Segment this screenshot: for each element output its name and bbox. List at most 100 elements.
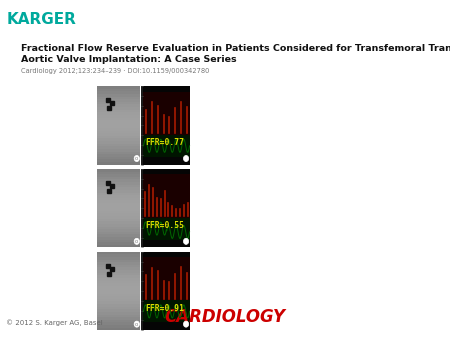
Bar [97,257,140,260]
Bar [97,107,140,110]
Bar [97,260,140,262]
Bar [97,229,140,232]
Bar [97,185,140,187]
Bar [97,99,140,102]
Bar [97,322,140,325]
Bar [97,174,140,177]
Bar [97,315,140,317]
Bar [97,219,140,221]
Bar [97,125,140,128]
Bar [97,283,140,286]
Bar [97,224,140,226]
Bar [97,120,140,123]
Text: o: o [135,239,139,244]
Bar [97,154,140,157]
Bar [97,112,140,115]
Bar [97,232,140,234]
Text: o: o [135,322,139,327]
Bar [97,301,140,304]
Bar [97,200,140,203]
Bar [141,86,144,165]
Bar [97,160,140,162]
Bar [97,128,140,130]
Bar [97,94,140,97]
Bar [144,300,189,322]
Text: FFR=0.55: FFR=0.55 [145,221,184,230]
Bar [97,325,140,328]
Text: Fractional Flow Reserve Evaluation in Patients Considered for Transfemoral Trans: Fractional Flow Reserve Evaluation in Pa… [21,44,450,53]
Bar [97,320,140,322]
Bar [97,294,140,296]
Bar [97,182,140,185]
Bar [97,270,140,273]
Bar [97,162,140,165]
Text: Aortic Valve Implantation: A Case Series: Aortic Valve Implantation: A Case Series [21,55,237,65]
Bar [97,252,140,255]
Circle shape [184,155,189,162]
Text: CARDIOLOGY: CARDIOLOGY [164,308,285,326]
Bar [97,198,140,200]
Circle shape [134,155,140,162]
Bar [97,234,140,237]
Bar [97,221,140,224]
Bar [97,169,140,172]
Bar [97,307,140,309]
Bar [97,304,140,307]
Text: KARGER: KARGER [6,12,76,27]
Bar [97,86,140,165]
Bar [97,195,140,198]
Bar [97,278,140,281]
Bar [97,288,140,291]
Bar [141,169,144,247]
Text: o: o [135,156,139,161]
Bar [97,136,140,139]
Bar [97,255,140,257]
Bar [97,296,140,299]
Bar [141,86,189,165]
Bar [97,149,140,151]
Bar [97,169,140,247]
Bar [97,299,140,301]
Bar [97,104,140,107]
Bar [144,135,189,157]
Bar [97,139,140,141]
Bar [141,252,189,330]
Bar [97,245,140,247]
Circle shape [134,238,140,244]
Bar [97,91,140,94]
Bar [97,211,140,213]
Bar [97,291,140,294]
Bar [97,262,140,265]
Bar [97,203,140,206]
Text: Cardiology 2012;123:234–239 · DOI:10.1159/000342780: Cardiology 2012;123:234–239 · DOI:10.115… [21,68,209,74]
Bar [97,237,140,240]
Bar [97,110,140,112]
Bar [97,97,140,99]
Text: FFR=0.77: FFR=0.77 [145,138,184,147]
Bar [97,118,140,120]
Bar [97,273,140,275]
Bar [144,92,189,135]
Bar [97,133,140,136]
Bar [97,193,140,195]
Circle shape [184,238,189,244]
Bar [97,208,140,211]
Bar [97,312,140,315]
Bar [97,146,140,149]
Circle shape [184,321,189,327]
Bar [97,275,140,278]
Text: © 2012 S. Karger AG, Basel: © 2012 S. Karger AG, Basel [6,319,103,326]
Bar [97,265,140,267]
Bar [97,242,140,245]
Bar [97,86,140,89]
Bar [141,169,189,247]
Bar [97,216,140,219]
Bar [97,115,140,118]
Bar [97,141,140,144]
Bar [97,102,140,104]
Bar [97,177,140,179]
Bar [97,213,140,216]
Bar [97,123,140,125]
Bar [97,172,140,174]
Bar [144,174,189,218]
